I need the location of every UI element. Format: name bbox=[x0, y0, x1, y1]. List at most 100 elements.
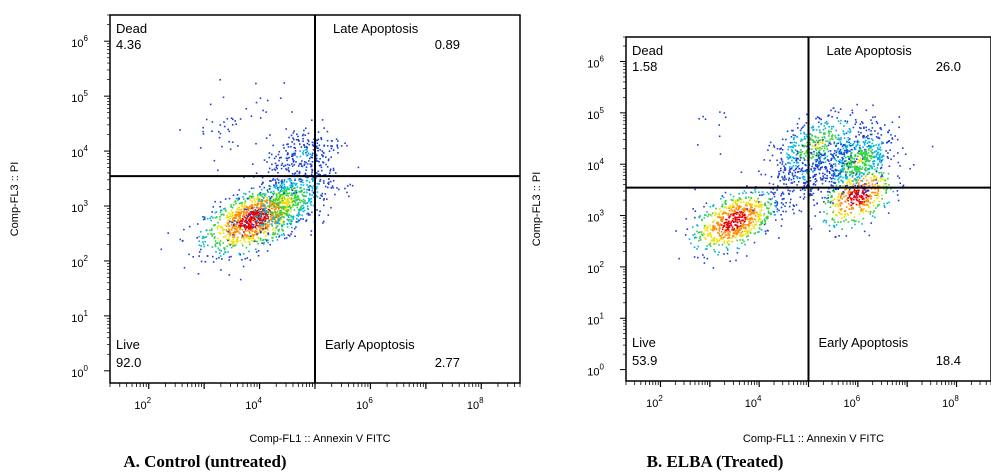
event-dot bbox=[839, 208, 842, 211]
event-dot bbox=[747, 214, 750, 216]
event-dot bbox=[897, 152, 899, 154]
event-dot bbox=[861, 121, 863, 123]
event-dot bbox=[772, 183, 775, 186]
quadrant-label-early-apoptosis: Early Apoptosis bbox=[819, 335, 909, 350]
event-dot bbox=[257, 232, 259, 234]
event-dot bbox=[885, 191, 888, 193]
event-dot bbox=[853, 140, 856, 143]
event-dot bbox=[255, 101, 258, 104]
event-dot bbox=[242, 225, 244, 227]
event-dot bbox=[890, 142, 893, 144]
event-dot bbox=[759, 228, 761, 230]
event-dot bbox=[883, 179, 885, 181]
event-dot bbox=[846, 120, 849, 123]
event-dot bbox=[788, 192, 790, 195]
event-dot bbox=[703, 233, 706, 236]
y-tick-label: 105 bbox=[71, 89, 88, 105]
event-dot bbox=[787, 146, 790, 148]
event-dot bbox=[746, 204, 748, 207]
event-dot bbox=[327, 158, 330, 160]
event-dot bbox=[736, 232, 738, 234]
event-dot bbox=[734, 202, 737, 204]
event-dot bbox=[835, 151, 838, 154]
event-dot bbox=[228, 215, 230, 218]
event-dot bbox=[219, 232, 222, 235]
event-dot bbox=[298, 209, 301, 212]
event-dot bbox=[268, 206, 271, 209]
event-dot bbox=[759, 204, 761, 207]
event-dot bbox=[297, 165, 300, 167]
event-dot bbox=[827, 115, 829, 117]
event-dot bbox=[841, 202, 843, 205]
event-dot bbox=[260, 204, 262, 206]
event-dot bbox=[856, 142, 859, 144]
event-dot bbox=[294, 204, 296, 206]
event-dot bbox=[271, 163, 273, 166]
event-dot bbox=[303, 129, 305, 132]
event-dot bbox=[230, 117, 233, 119]
y-tick-label: 101 bbox=[587, 311, 604, 327]
event-dot bbox=[748, 220, 750, 223]
event-dot bbox=[864, 176, 867, 178]
event-dot bbox=[202, 235, 204, 238]
event-dot bbox=[274, 218, 276, 221]
event-dot bbox=[819, 131, 821, 134]
event-dot bbox=[730, 223, 732, 225]
event-dot bbox=[837, 156, 839, 158]
x-tick-label: 108 bbox=[942, 394, 959, 410]
event-dot bbox=[873, 176, 875, 179]
event-dot bbox=[303, 209, 306, 212]
event-dot bbox=[699, 215, 701, 217]
event-dot bbox=[302, 153, 305, 156]
event-dot bbox=[294, 191, 296, 193]
event-dot bbox=[863, 188, 866, 191]
event-dot bbox=[298, 172, 301, 174]
event-dot bbox=[260, 203, 263, 205]
event-dot bbox=[732, 205, 735, 207]
event-dot bbox=[235, 123, 237, 125]
event-dot bbox=[848, 144, 851, 146]
event-dot bbox=[803, 146, 805, 148]
event-dot bbox=[781, 159, 783, 161]
event-dot bbox=[721, 234, 724, 236]
event-dot bbox=[744, 204, 747, 206]
event-dot bbox=[874, 175, 876, 178]
event-dot bbox=[300, 178, 302, 181]
event-dot bbox=[257, 217, 260, 220]
event-dot bbox=[279, 194, 281, 196]
event-dot bbox=[235, 202, 237, 205]
event-dot bbox=[857, 170, 859, 173]
event-dot bbox=[281, 179, 283, 182]
event-dot bbox=[330, 187, 333, 189]
event-dot bbox=[821, 139, 824, 141]
event-dot bbox=[327, 183, 330, 185]
event-dot bbox=[301, 179, 303, 182]
event-dot bbox=[851, 202, 854, 205]
event-dot bbox=[703, 225, 706, 227]
event-dot bbox=[279, 186, 281, 188]
event-dot bbox=[242, 207, 244, 209]
event-dot bbox=[297, 213, 300, 215]
event-dot bbox=[225, 238, 228, 240]
event-dot bbox=[861, 195, 864, 198]
event-dot bbox=[766, 215, 769, 218]
event-dot bbox=[272, 192, 274, 195]
event-dot bbox=[283, 212, 285, 214]
event-dot bbox=[316, 209, 318, 211]
event-dot bbox=[239, 225, 242, 227]
event-dot bbox=[850, 155, 852, 157]
event-dot bbox=[871, 179, 873, 182]
event-dot bbox=[278, 234, 281, 237]
event-dot bbox=[299, 150, 301, 152]
event-dot bbox=[881, 155, 883, 157]
event-dot bbox=[839, 138, 842, 141]
event-dot bbox=[241, 259, 243, 261]
event-dot bbox=[322, 161, 324, 163]
event-dot bbox=[795, 204, 798, 206]
event-dot bbox=[874, 188, 876, 190]
event-dot bbox=[853, 147, 856, 149]
event-dot bbox=[284, 185, 286, 188]
event-dot bbox=[829, 138, 831, 141]
event-dot bbox=[729, 237, 732, 239]
event-dot bbox=[842, 159, 844, 161]
